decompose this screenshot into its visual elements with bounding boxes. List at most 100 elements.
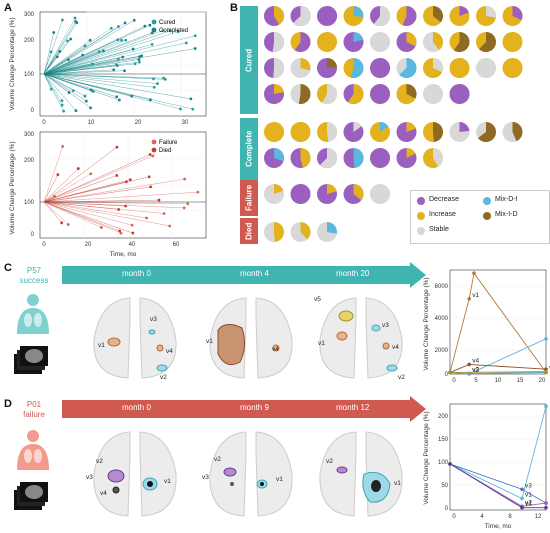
series-point-v1 [472, 271, 476, 275]
lesion-pie [264, 184, 284, 204]
trajectory-line [43, 199, 159, 203]
lesion-pie [502, 32, 523, 52]
trajectory-line [43, 155, 153, 203]
trajectory-point [191, 107, 195, 111]
lesion-label: v2 [214, 456, 221, 463]
a-top-ytick: 0 [31, 108, 35, 114]
series-point-v4 [467, 362, 471, 367]
trajectory-point [61, 145, 64, 148]
trajectory-point [189, 97, 193, 101]
a-bot-xtick: 60 [173, 242, 180, 248]
trajectory-point [124, 38, 128, 42]
d-xtick: 4 [480, 514, 484, 520]
series-point-v1 [520, 496, 524, 501]
trajectory-line [43, 73, 63, 101]
legend-failure-dot [151, 139, 157, 145]
trajectory-point [69, 37, 73, 41]
patient-id-c: P57 [26, 266, 42, 275]
trajectory-line [43, 73, 132, 97]
lesion-pie [290, 222, 311, 242]
series-point-v3 [544, 337, 548, 341]
trajectory-point [168, 29, 172, 33]
lesion-pie [449, 32, 470, 52]
trajectory-line [43, 174, 59, 203]
lesion-pie [290, 148, 311, 168]
lesion-label: v1 [98, 342, 105, 349]
c-xtick: 15 [517, 378, 524, 384]
trajectory-line [43, 201, 133, 234]
lesion-pie [370, 58, 390, 78]
lesion-pie [343, 58, 364, 78]
trajectory-point [184, 41, 188, 45]
d-xtick: 12 [535, 514, 542, 520]
a-bot-ytick: 300 [24, 132, 35, 138]
a-bot-ytick: 100 [24, 200, 35, 206]
month-label-c-1: month 4 [240, 269, 269, 278]
trajectory-line [43, 73, 158, 84]
lesion-label: v3 [150, 316, 157, 323]
trajectory-line [43, 201, 147, 219]
trajectory-point [161, 28, 165, 32]
legend-mix-i-d: Mix-I-D [495, 211, 518, 218]
trajectory-line [43, 73, 52, 90]
legend-mix-d-i: Mix-D-I [495, 196, 518, 203]
trajectory-point [66, 39, 69, 43]
legend-stable-swatch [417, 227, 425, 235]
trajectory-point [74, 109, 78, 113]
trajectory-point [162, 76, 166, 80]
d-xlabel: Time, mo [485, 523, 512, 530]
trajectory-point [102, 49, 105, 53]
lesion-pie [423, 84, 443, 104]
c-xtick: 0 [452, 378, 456, 384]
trajectory-line [43, 201, 69, 225]
lesion-pie [370, 6, 390, 26]
series-point-v2 [544, 501, 548, 505]
trajectory-point [183, 177, 187, 181]
lesion-label: v1 [276, 476, 283, 483]
legend-failure: Failure [159, 140, 178, 146]
d-ytick: 200 [438, 414, 449, 420]
trajectory-point [83, 94, 87, 98]
patient-d-label: P01 failure [14, 400, 54, 420]
trajectory-line [43, 73, 120, 101]
trajectory-point [115, 63, 119, 67]
c-xtick: 20 [539, 378, 546, 384]
c-xtick: 5 [474, 378, 478, 384]
trajectory-point [137, 58, 141, 61]
lesion-pie-grid [264, 6, 523, 242]
lesion-pie [317, 184, 337, 204]
trajectory-point [58, 50, 62, 53]
series-point-v4 [544, 505, 548, 510]
series-line-v5 [449, 371, 547, 373]
trajectory-point [120, 38, 123, 42]
trajectory-point [118, 229, 122, 233]
trajectory-point [89, 172, 93, 176]
patient-outcome-d: failure [23, 410, 45, 419]
trajectory-line [43, 73, 191, 100]
lesion-pie [264, 148, 284, 168]
lesion-pie [449, 84, 470, 104]
lesion-pie [290, 122, 311, 142]
month-label-c-2: month 20 [336, 269, 370, 278]
legend-died-dot [151, 147, 157, 153]
lesion-pie [317, 122, 337, 142]
trajectory-line [43, 56, 123, 75]
trajectory-line [43, 35, 196, 75]
a-bot-xtick: 20 [85, 242, 92, 248]
series-label: v2 [472, 367, 479, 374]
trajectory-point [117, 25, 120, 28]
trajectory-line [43, 40, 91, 75]
series-label: v3 [472, 367, 479, 374]
trajectory-line [43, 30, 164, 75]
c-ytick: 4000 [435, 316, 449, 322]
trajectory-point [49, 87, 53, 91]
series-label: v1 [525, 491, 532, 498]
a-top-ylabel: Volume Change Percentage (%) [9, 17, 16, 110]
panel-c-chart: v1v3v4v2v5 6000 4000 2000 0 0 5 10 15 20… [423, 269, 550, 384]
trajectory-point [74, 20, 78, 23]
trajectory-point [117, 98, 121, 102]
trajectory-point [121, 55, 125, 59]
lesion-pie [396, 148, 417, 168]
lesion-label: v4 [392, 344, 399, 351]
legend-decrease-swatch [417, 197, 425, 205]
